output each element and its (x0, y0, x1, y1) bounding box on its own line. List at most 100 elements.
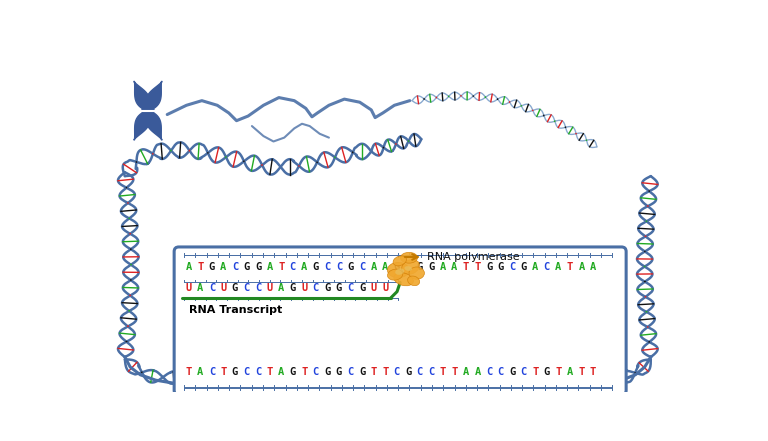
Polygon shape (134, 81, 150, 111)
Text: G: G (324, 367, 330, 377)
Text: T: T (578, 367, 584, 377)
Text: C: C (232, 262, 238, 272)
Text: U: U (301, 283, 307, 293)
Text: A: A (197, 283, 204, 293)
Text: C: C (544, 262, 550, 272)
Text: T: T (197, 262, 204, 272)
Text: A: A (278, 283, 284, 293)
Text: G: G (521, 262, 527, 272)
Text: C: C (359, 262, 365, 272)
Text: A: A (578, 262, 584, 272)
Text: T: T (567, 262, 573, 272)
Text: C: C (347, 283, 353, 293)
Text: T: T (463, 262, 469, 272)
Text: A: A (440, 262, 446, 272)
Text: G: G (359, 283, 365, 293)
Text: G: G (232, 283, 238, 293)
Text: G: G (336, 367, 342, 377)
Text: C: C (243, 367, 250, 377)
Text: G: G (290, 283, 296, 293)
Text: C: C (521, 367, 527, 377)
Text: G: G (393, 262, 400, 272)
Text: T: T (382, 367, 389, 377)
Text: A: A (266, 262, 273, 272)
Text: T: T (220, 367, 227, 377)
Text: G: G (405, 367, 412, 377)
Text: C: C (498, 367, 504, 377)
Text: A: A (278, 367, 284, 377)
Text: C: C (509, 262, 515, 272)
Text: U: U (370, 283, 377, 293)
Text: T: T (440, 367, 446, 377)
Text: A: A (463, 367, 469, 377)
Text: A: A (186, 262, 192, 272)
Ellipse shape (394, 273, 413, 286)
Text: T: T (475, 262, 481, 272)
Ellipse shape (408, 276, 419, 286)
Ellipse shape (387, 262, 409, 278)
Text: C: C (313, 367, 319, 377)
Text: G: G (255, 262, 261, 272)
Text: A: A (590, 262, 596, 272)
Ellipse shape (396, 269, 404, 275)
Text: G: G (359, 367, 365, 377)
Text: T: T (278, 262, 284, 272)
Text: A: A (370, 262, 377, 272)
Text: T: T (532, 367, 538, 377)
Text: C: C (290, 262, 296, 272)
Text: RNA Transcript: RNA Transcript (189, 306, 282, 315)
Ellipse shape (388, 269, 402, 280)
Text: A: A (197, 367, 204, 377)
Text: G: G (498, 262, 504, 272)
Ellipse shape (409, 267, 425, 279)
Ellipse shape (405, 266, 412, 271)
Text: G: G (544, 367, 550, 377)
Text: G: G (509, 367, 515, 377)
Text: U: U (186, 283, 192, 293)
Text: T: T (452, 367, 458, 377)
Ellipse shape (402, 260, 419, 274)
Text: G: G (232, 367, 238, 377)
Text: C: C (417, 367, 423, 377)
Text: A: A (532, 262, 538, 272)
Text: A: A (301, 262, 307, 272)
Text: A: A (567, 367, 573, 377)
Ellipse shape (401, 252, 418, 263)
Text: C: C (324, 262, 330, 272)
Polygon shape (146, 81, 162, 111)
Text: U: U (266, 283, 273, 293)
Text: G: G (313, 262, 319, 272)
Ellipse shape (393, 256, 406, 266)
Text: G: G (336, 283, 342, 293)
Polygon shape (146, 110, 162, 140)
Text: A: A (475, 367, 481, 377)
Text: T: T (301, 367, 307, 377)
Text: G: G (290, 367, 296, 377)
Text: A: A (452, 262, 458, 272)
Text: C: C (255, 283, 261, 293)
Text: C: C (336, 262, 342, 272)
Text: G: G (417, 262, 423, 272)
Text: RNA polymerase: RNA polymerase (427, 252, 519, 262)
Text: A: A (220, 262, 227, 272)
Text: G: G (243, 262, 250, 272)
Text: C: C (209, 367, 215, 377)
Text: G: G (347, 262, 353, 272)
Text: C: C (255, 367, 261, 377)
Text: C: C (429, 367, 435, 377)
Text: T: T (370, 367, 377, 377)
Text: T: T (590, 367, 596, 377)
Text: C: C (209, 283, 215, 293)
Text: A: A (382, 262, 389, 272)
Ellipse shape (142, 107, 154, 115)
Text: G: G (324, 283, 330, 293)
Text: C: C (243, 283, 250, 293)
Text: G: G (429, 262, 435, 272)
Polygon shape (134, 110, 150, 140)
Text: C: C (313, 283, 319, 293)
Text: U: U (220, 283, 227, 293)
FancyBboxPatch shape (174, 247, 626, 395)
Text: C: C (393, 367, 400, 377)
Text: G: G (209, 262, 215, 272)
Text: A: A (555, 262, 561, 272)
